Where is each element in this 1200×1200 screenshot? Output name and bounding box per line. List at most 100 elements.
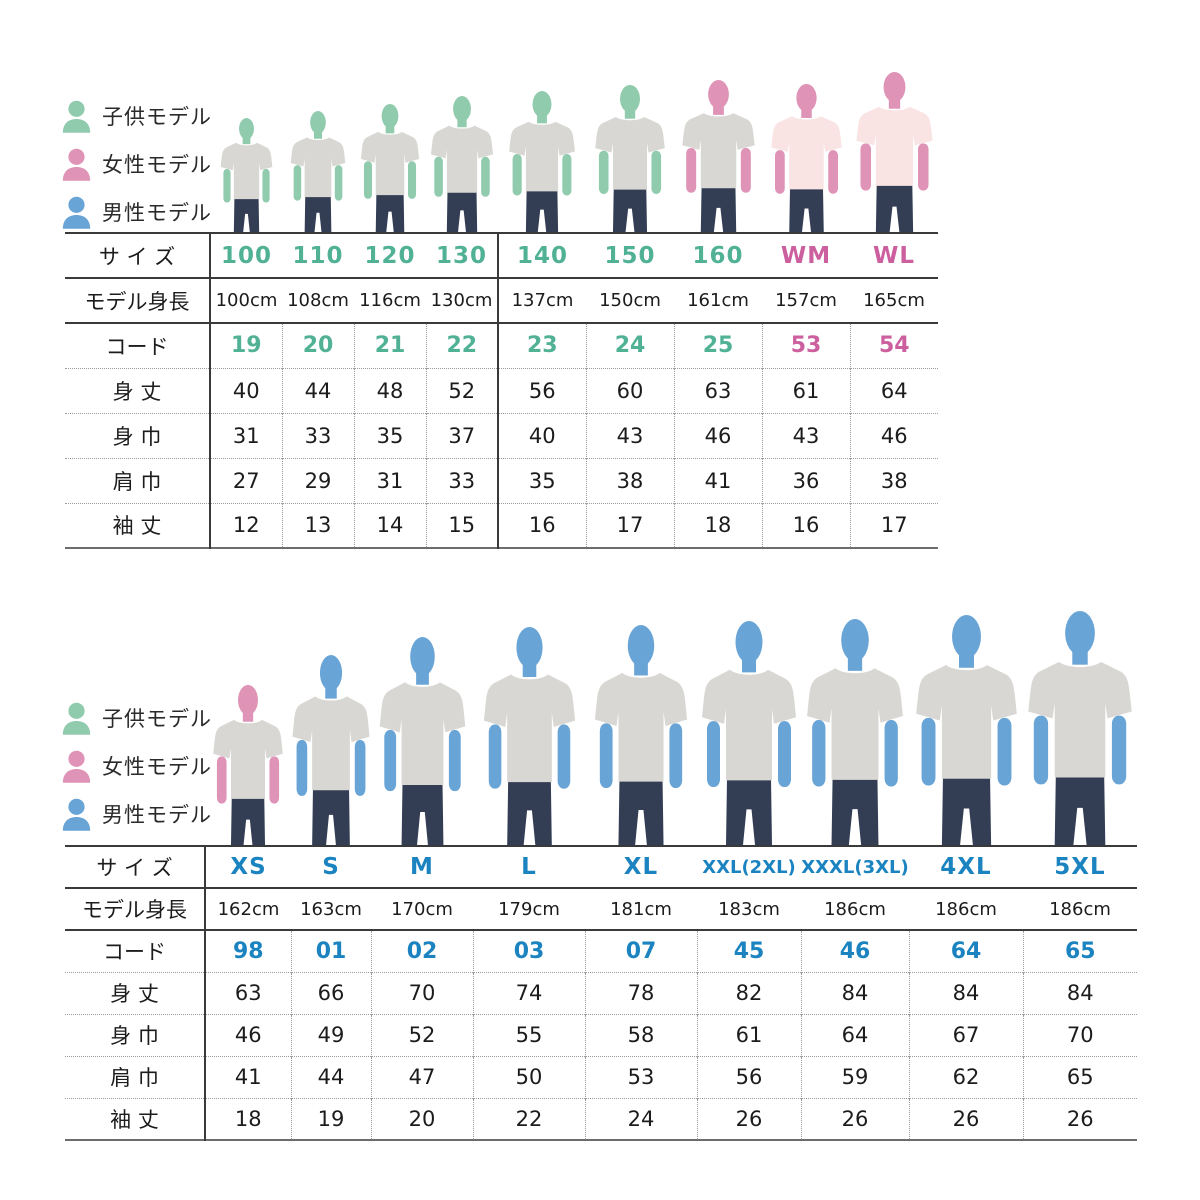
size-cell: XXL(2XL) (702, 856, 796, 878)
sleeve_length-cell: 16 (497, 503, 586, 548)
sleeve_length-cell: 17 (585, 503, 674, 548)
body_length-cell: 84 (908, 972, 1023, 1014)
size-cell: XL (623, 854, 659, 880)
code-cell: 22 (425, 323, 498, 368)
size-cell: 4XL (940, 854, 992, 880)
body_width-cell: 46 (849, 413, 938, 458)
row-header-size: サ イ ズ (65, 846, 206, 888)
body_width-cell: 43 (761, 413, 850, 458)
code-cell: 24 (585, 323, 674, 368)
size-cell: S (322, 854, 340, 880)
size-cell: 160 (692, 242, 744, 269)
sleeve_length-cell: 24 (584, 1098, 697, 1140)
sleeve_length-cell: 22 (472, 1098, 585, 1140)
height-cell: 186cm (935, 898, 997, 920)
legend-label-female-model: 女性モデル (102, 153, 212, 177)
child-model-person-icon (62, 702, 91, 735)
shoulder_width-cell: 47 (370, 1056, 473, 1098)
height-cell: 163cm (300, 898, 362, 920)
code-cell: 25 (673, 323, 762, 368)
model-figure (359, 104, 421, 232)
sleeve_length-cell: 16 (761, 503, 850, 548)
height-cell: 108cm (287, 290, 349, 311)
male-model-person-icon (62, 196, 91, 229)
body_width-cell: 64 (800, 1014, 909, 1056)
model-figure (699, 621, 799, 845)
model-figure (377, 637, 468, 845)
body_length-cell: 70 (370, 972, 473, 1014)
model-figure (219, 118, 274, 232)
legend-item-male-model: 男性モデル (62, 797, 212, 831)
legend-label-female-model: 女性モデル (102, 755, 212, 779)
shoulder_width-cell: 59 (800, 1056, 909, 1098)
body_length-cell: 82 (696, 972, 801, 1014)
body_length-cell: 84 (800, 972, 909, 1014)
model-figure (913, 615, 1020, 845)
code-cell: 45 (696, 930, 801, 972)
shoulder_width-cell: 56 (696, 1056, 801, 1098)
body_length-cell: 78 (584, 972, 697, 1014)
shoulder_width-cell: 53 (584, 1056, 697, 1098)
shoulder_width-cell: 27 (232, 468, 260, 493)
height-cell: 186cm (1049, 898, 1111, 920)
sleeve_length-cell: 13 (281, 503, 354, 548)
legend-label-child-model: 子供モデル (102, 105, 212, 129)
shoulder_width-cell: 31 (353, 458, 426, 503)
sleeve_length-cell: 18 (673, 503, 762, 548)
male-model-person-icon (62, 798, 91, 831)
body_width-cell: 40 (497, 413, 586, 458)
legend-top: 子供モデル 女性モデル 男性モデル (62, 99, 212, 243)
size-cell: 130 (435, 242, 487, 269)
shoulder_width-cell: 65 (1022, 1056, 1137, 1098)
model-figure (481, 627, 578, 845)
female-model-person-icon (62, 148, 91, 181)
sleeve_length-cell: 19 (290, 1098, 371, 1140)
legend-label-child-model: 子供モデル (102, 707, 212, 731)
row-header-body_length: 身 丈 (65, 368, 211, 413)
size-cell: 100 (220, 242, 272, 269)
body_length-cell: 56 (497, 368, 586, 413)
sleeve_length-cell: 26 (908, 1098, 1023, 1140)
row-header-body_length: 身 丈 (65, 972, 206, 1014)
legend-item-female-model: 女性モデル (62, 147, 212, 181)
body_width-cell: 58 (584, 1014, 697, 1056)
body_width-cell: 46 (673, 413, 762, 458)
size-cell: 140 (497, 233, 586, 278)
legend-label-male-model: 男性モデル (102, 201, 212, 225)
legend-label-male-model: 男性モデル (102, 803, 212, 827)
body_length-cell: 63 (234, 981, 262, 1005)
body_length-cell: 40 (232, 378, 260, 403)
size-cell: XXXL(3XL) (801, 856, 909, 878)
sleeve_length-cell: 18 (234, 1106, 262, 1131)
body_width-cell: 46 (234, 1023, 262, 1047)
shoulder_width-cell: 38 (849, 458, 938, 503)
legend-item-male-model: 男性モデル (62, 195, 212, 229)
sleeve_length-cell: 15 (425, 503, 498, 548)
shoulder_width-cell: 44 (290, 1056, 371, 1098)
height-cell: 186cm (824, 898, 886, 920)
body_width-cell: 61 (696, 1014, 801, 1056)
body_length-cell: 61 (761, 368, 850, 413)
shoulder_width-cell: 38 (585, 458, 674, 503)
size-cell: WL (872, 242, 916, 269)
adult-size-table: サ イ ズ XS S M L XL XXL(2XL) XXXL(3XL) 4XL 5XL モデル身長… (65, 845, 1137, 1141)
model-figure (769, 84, 844, 232)
height-cell: 181cm (610, 898, 672, 920)
row-header-shoulder_width: 肩 巾 (65, 458, 211, 503)
shoulder_width-cell: 29 (281, 458, 354, 503)
model-figure (593, 85, 667, 232)
row-header-code: コード (65, 930, 206, 972)
legend-bottom: 子供モデル 女性モデル 男性モデル (62, 701, 212, 845)
code-cell: 19 (230, 333, 262, 359)
body_length-cell: 63 (673, 368, 762, 413)
code-cell: 21 (353, 323, 426, 368)
sleeve_length-cell: 26 (1022, 1098, 1137, 1140)
size-cell: 150 (604, 242, 656, 269)
code-cell: 54 (849, 323, 938, 368)
code-cell: 01 (290, 930, 371, 972)
row-header-height: モデル身長 (65, 278, 211, 323)
code-cell: 20 (281, 323, 354, 368)
row-header-body_width: 身 巾 (65, 1014, 206, 1056)
body_length-cell: 74 (472, 972, 585, 1014)
